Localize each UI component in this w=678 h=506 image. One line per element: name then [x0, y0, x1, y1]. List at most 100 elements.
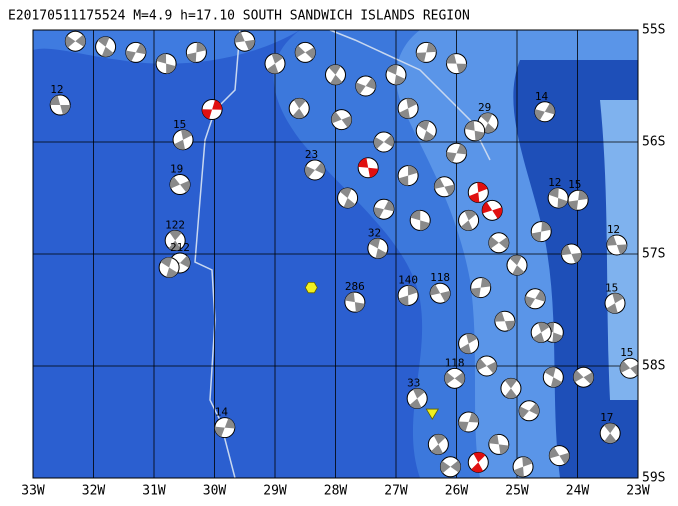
beachball-quadrant	[386, 64, 398, 75]
beachball-quadrant	[464, 210, 477, 221]
focal-mechanism	[155, 53, 177, 75]
beachball-quadrant	[355, 82, 366, 95]
beachball-quadrant	[512, 265, 525, 276]
beachball-quadrant	[266, 63, 279, 74]
beachball-quadrant	[97, 36, 110, 47]
x-tick-label: 26W	[445, 484, 469, 499]
beachball-quadrant	[557, 198, 568, 209]
beachball-quadrant	[168, 240, 181, 251]
x-tick-label: 28W	[324, 484, 348, 499]
focal-mechanism	[518, 400, 540, 422]
depth-label: 286	[345, 280, 365, 293]
focal-mechanism	[397, 165, 419, 187]
beachball-quadrant	[341, 115, 352, 128]
depth-label: 29	[478, 101, 491, 114]
beachball-quadrant	[398, 295, 409, 306]
focal-mechanism	[500, 377, 522, 399]
beachball-quadrant	[471, 462, 484, 473]
beachball-quadrant	[488, 236, 499, 249]
beachball-quadrant	[604, 433, 617, 444]
beachball-quadrant	[583, 372, 594, 385]
beachball-quadrant	[212, 99, 223, 110]
beachball-quadrant	[541, 221, 552, 232]
beachball-quadrant	[344, 292, 355, 303]
y-tick-label: 56S	[642, 135, 665, 150]
focal-mechanism	[355, 75, 377, 97]
focal-mechanism	[406, 387, 428, 409]
beachball-quadrant	[174, 139, 186, 150]
beachball-quadrant	[383, 134, 394, 147]
focal-mechanism	[325, 64, 346, 86]
marker-hexagon	[304, 282, 318, 294]
beachball-quadrant	[525, 296, 536, 308]
focal-mechanism	[560, 243, 582, 265]
focal-mechanism	[512, 456, 534, 478]
beachball-quadrant	[373, 207, 384, 219]
focal-mechanism	[530, 321, 552, 343]
focal-mechanism	[288, 97, 310, 119]
depth-label: 14	[535, 90, 549, 103]
focal-mechanism	[476, 355, 498, 377]
x-tick-label: 27W	[384, 484, 408, 499]
depth-label: 14	[215, 406, 229, 419]
beachball-quadrant	[550, 377, 562, 388]
beachball-quadrant	[468, 412, 479, 423]
focal-mechanism	[125, 41, 147, 63]
beachball-quadrant	[394, 74, 406, 85]
marker-triangle	[425, 408, 440, 420]
beachball-quadrant	[612, 293, 624, 304]
beachball-quadrant	[60, 105, 71, 115]
depth-label: 23	[305, 148, 318, 161]
focal-mechanism	[488, 232, 510, 254]
beachball-quadrant	[409, 398, 422, 409]
x-tick-label: 25W	[505, 484, 529, 499]
focal-mechanism	[158, 256, 180, 278]
beachball-quadrant	[504, 320, 515, 331]
beachball-quadrant	[410, 210, 421, 221]
beachball-quadrant	[470, 287, 481, 298]
focal-mechanism	[264, 53, 286, 75]
beachball-quadrant	[365, 77, 376, 90]
beachball-quadrant	[486, 361, 497, 374]
beachball-quadrant	[606, 303, 618, 314]
beachball-quadrant	[532, 332, 545, 343]
depth-label: 212	[170, 241, 190, 254]
beachball-quadrant	[456, 63, 467, 74]
y-tick-label: 59S	[642, 471, 665, 486]
beachball-quadrant	[480, 112, 493, 123]
beachball-quadrant	[466, 333, 478, 344]
focal-mechanism	[409, 209, 431, 231]
beachball-quadrant	[373, 137, 384, 150]
x-tick-label: 33W	[21, 484, 45, 499]
beachball-quadrant	[417, 120, 430, 131]
beachball-quadrant	[368, 167, 379, 178]
focal-mechanism	[373, 198, 395, 220]
beachball-quadrant	[513, 466, 524, 477]
beachball-quadrant	[65, 35, 76, 48]
beachball-quadrant	[331, 111, 342, 124]
depth-label: 15	[568, 178, 581, 191]
focal-mechanism	[415, 41, 437, 63]
focal-mechanism	[172, 129, 194, 151]
focal-mechanism	[524, 288, 546, 310]
depth-label: 32	[368, 226, 381, 239]
beachball-quadrant	[125, 50, 136, 62]
beachball-quadrant	[407, 165, 418, 176]
beachball-quadrant	[169, 230, 182, 241]
beachball-quadrant	[343, 198, 356, 208]
beachball-quadrant	[477, 182, 488, 193]
focal-mechanism	[458, 209, 480, 231]
title: E20170511175524 M=4.9 h=17.10 SOUTH SAND…	[8, 9, 470, 24]
focal-mechanism	[446, 142, 467, 164]
depth-label: 140	[398, 273, 418, 286]
focal-mechanism	[433, 176, 455, 198]
y-tick-label: 58S	[642, 359, 665, 374]
focal-mechanism	[458, 411, 480, 433]
beachball-quadrant	[433, 434, 446, 445]
beachball-quadrant	[339, 187, 352, 198]
beachball-quadrant	[407, 285, 418, 296]
beachball-quadrant	[529, 403, 540, 416]
beachball-quadrant	[519, 406, 530, 419]
beachball-quadrant	[548, 187, 559, 198]
beachball-quadrant	[196, 42, 207, 53]
